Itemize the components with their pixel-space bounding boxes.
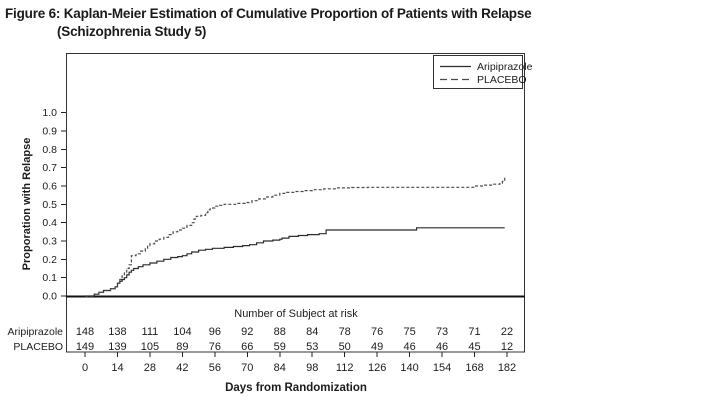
y-tick-label: 0.9	[42, 126, 57, 138]
legend-label-placebo: PLACEBO	[477, 74, 527, 86]
km-curve-placebo	[85, 176, 506, 297]
legend: Aripiprazole PLACEBO	[433, 55, 533, 89]
at-risk-value: 46	[436, 341, 448, 353]
at-risk-value: 53	[306, 341, 318, 353]
at-risk-value: 49	[371, 341, 383, 353]
x-tick-label: 126	[368, 362, 386, 374]
at-risk-value: 88	[274, 326, 286, 338]
at-risk-values: 148 138 111 104 96 92 88 84 78 76 75 73 71 22 149 139 10…	[76, 326, 513, 353]
y-tick-label: 0.0	[42, 291, 57, 303]
y-tick-label: 0.8	[42, 144, 57, 156]
km-curves	[85, 176, 506, 297]
x-tick-label: 154	[433, 362, 451, 374]
at-risk-row-label-placebo: PLACEBO	[13, 341, 63, 353]
at-risk-value: 104	[173, 326, 191, 338]
x-axis-ticks: 0 14 28 42 56 70 84 98 112 126 140 154 168 182	[82, 352, 516, 374]
at-risk-value: 92	[241, 326, 253, 338]
x-tick-label: 98	[306, 362, 318, 374]
at-risk-value: 50	[339, 341, 351, 353]
at-risk-value: 22	[501, 326, 513, 338]
at-risk-value: 76	[209, 341, 221, 353]
at-risk-value: 76	[371, 326, 383, 338]
at-risk-value: 149	[76, 341, 94, 353]
x-tick-label: 0	[82, 362, 88, 374]
at-risk-value: 96	[209, 326, 221, 338]
at-risk-value: 46	[403, 341, 415, 353]
y-tick-label: 0.6	[42, 181, 57, 193]
at-risk-value: 12	[501, 341, 513, 353]
at-risk-value: 84	[306, 326, 318, 338]
x-tick-label: 182	[498, 362, 516, 374]
y-tick-label: 0.5	[42, 199, 57, 211]
x-tick-label: 84	[274, 362, 286, 374]
figure-title-line1: Figure 6: Kaplan-Meier Estimation of Cum…	[5, 6, 532, 21]
x-tick-label: 56	[209, 362, 221, 374]
at-risk-value: 89	[176, 341, 188, 353]
y-tick-label: 0.1	[42, 272, 57, 284]
at-risk-value: 105	[141, 341, 159, 353]
legend-label-aripiprazole: Aripiprazole	[477, 61, 533, 73]
y-tick-label: 0.7	[42, 162, 57, 174]
figure-title-line2: (Schizophrenia Study 5)	[57, 24, 207, 39]
x-tick-label: 70	[241, 362, 253, 374]
x-tick-label: 168	[465, 362, 483, 374]
at-risk-value: 138	[108, 326, 126, 338]
x-axis-title: Days from Randomization	[225, 382, 367, 394]
plot-border	[66, 53, 525, 353]
x-tick-label: 140	[400, 362, 418, 374]
at-risk-value: 71	[468, 326, 480, 338]
at-risk-value: 78	[339, 326, 351, 338]
at-risk-value: 66	[241, 341, 253, 353]
x-tick-label: 14	[111, 362, 123, 374]
km-curve-aripiprazole	[85, 227, 505, 297]
y-tick-label: 1.0	[42, 107, 57, 119]
at-risk-value: 59	[274, 341, 286, 353]
at-risk-table-title: Number of Subject at risk	[234, 308, 358, 320]
y-tick-label: 0.2	[42, 254, 57, 266]
at-risk-value: 73	[436, 326, 448, 338]
at-risk-row-label-aripiprazole: Aripiprazole	[8, 326, 64, 338]
legend-border	[433, 55, 523, 89]
figure-title: Figure 6: Kaplan-Meier Estimation of Cum…	[5, 5, 532, 41]
x-tick-label: 42	[176, 362, 188, 374]
at-risk-value: 139	[108, 341, 126, 353]
at-risk-value: 148	[76, 326, 94, 338]
at-risk-value: 75	[403, 326, 415, 338]
x-tick-label: 112	[336, 362, 354, 374]
y-tick-label: 0.4	[42, 217, 57, 229]
y-axis-ticks: 0.0 0.1 0.2 0.3 0.4 0.5 0.6 0.7 0.8 0.9 1.0	[42, 107, 66, 303]
x-tick-label: 28	[144, 362, 156, 374]
y-tick-label: 0.3	[42, 236, 57, 248]
at-risk-value: 45	[468, 341, 480, 353]
at-risk-value: 111	[142, 326, 159, 338]
y-axis-title: Proporation with Relapse	[21, 138, 33, 271]
